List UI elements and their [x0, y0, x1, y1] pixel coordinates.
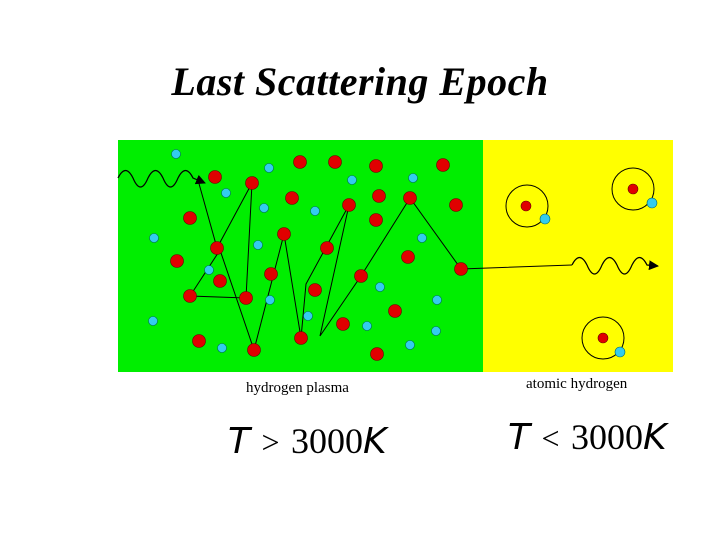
- proton: [627, 183, 639, 195]
- kelvin-unit: K: [362, 421, 387, 462]
- photon-scattering-path: [189, 179, 573, 352]
- proton: [183, 289, 197, 303]
- proton: [210, 241, 224, 255]
- proton: [454, 262, 468, 276]
- temperature-symbol: T: [508, 417, 530, 458]
- proton: [401, 250, 415, 264]
- plasma-temperature-condition: T > 3000K: [228, 420, 387, 462]
- electron: [253, 240, 263, 250]
- proton: [342, 198, 356, 212]
- electron: [259, 203, 269, 213]
- free-electrons: [148, 149, 442, 353]
- electron: [204, 265, 214, 275]
- proton: [597, 332, 609, 344]
- electron: [408, 173, 418, 183]
- electron: [646, 197, 658, 209]
- proton: [388, 304, 402, 318]
- proton: [264, 267, 278, 281]
- free-protons: [170, 155, 468, 361]
- less-than-sign: <: [541, 420, 560, 456]
- proton: [293, 155, 307, 169]
- electron: [264, 163, 274, 173]
- proton: [336, 317, 350, 331]
- incoming-photon-wave: [117, 169, 206, 188]
- proton: [239, 291, 253, 305]
- electron-orbit: [581, 316, 625, 360]
- atomic-label: atomic hydrogen: [526, 376, 628, 392]
- proton: [320, 241, 334, 255]
- proton: [192, 334, 206, 348]
- electron: [217, 343, 227, 353]
- electron: [303, 311, 313, 321]
- proton: [372, 189, 386, 203]
- electron: [375, 282, 385, 292]
- outgoing-photon-wave: [571, 256, 659, 275]
- proton: [328, 155, 342, 169]
- atomic-region: [483, 140, 673, 372]
- proton: [369, 159, 383, 173]
- electron: [221, 188, 231, 198]
- hydrogen-atom: [581, 316, 626, 360]
- proton: [354, 269, 368, 283]
- proton: [247, 343, 261, 357]
- plasma-label: hydrogen plasma: [246, 380, 349, 396]
- hydrogen-atom: [505, 184, 551, 228]
- electron: [614, 346, 626, 358]
- electron-orbit: [505, 184, 549, 228]
- proton: [308, 283, 322, 297]
- electron: [347, 175, 357, 185]
- atomic-temperature-condition: T < 3000K: [508, 416, 667, 458]
- proton: [369, 213, 383, 227]
- page-title: Last Scattering Epoch: [171, 59, 549, 104]
- electron: [539, 213, 551, 225]
- proton: [520, 200, 532, 212]
- hydrogen-atom: [611, 167, 658, 211]
- kelvin-unit: K: [642, 417, 667, 458]
- proton: [436, 158, 450, 172]
- electron: [148, 316, 158, 326]
- electron: [432, 295, 442, 305]
- electron: [417, 233, 427, 243]
- proton: [449, 198, 463, 212]
- electron-orbit: [611, 167, 655, 211]
- electron: [431, 326, 441, 336]
- proton: [213, 274, 227, 288]
- greater-than-sign: >: [261, 424, 280, 460]
- temperature-symbol: T: [228, 421, 250, 462]
- temperature-value: 3000: [290, 421, 363, 461]
- proton: [277, 227, 291, 241]
- electron: [310, 206, 320, 216]
- electron: [149, 233, 159, 243]
- electron: [265, 295, 275, 305]
- electron: [405, 340, 415, 350]
- electron: [362, 321, 372, 331]
- proton: [285, 191, 299, 205]
- proton: [403, 191, 417, 205]
- electron: [171, 149, 181, 159]
- temperature-value: 3000: [570, 417, 643, 457]
- proton: [294, 331, 308, 345]
- proton: [370, 347, 384, 361]
- proton: [208, 170, 222, 184]
- proton: [245, 176, 259, 190]
- proton: [170, 254, 184, 268]
- proton: [183, 211, 197, 225]
